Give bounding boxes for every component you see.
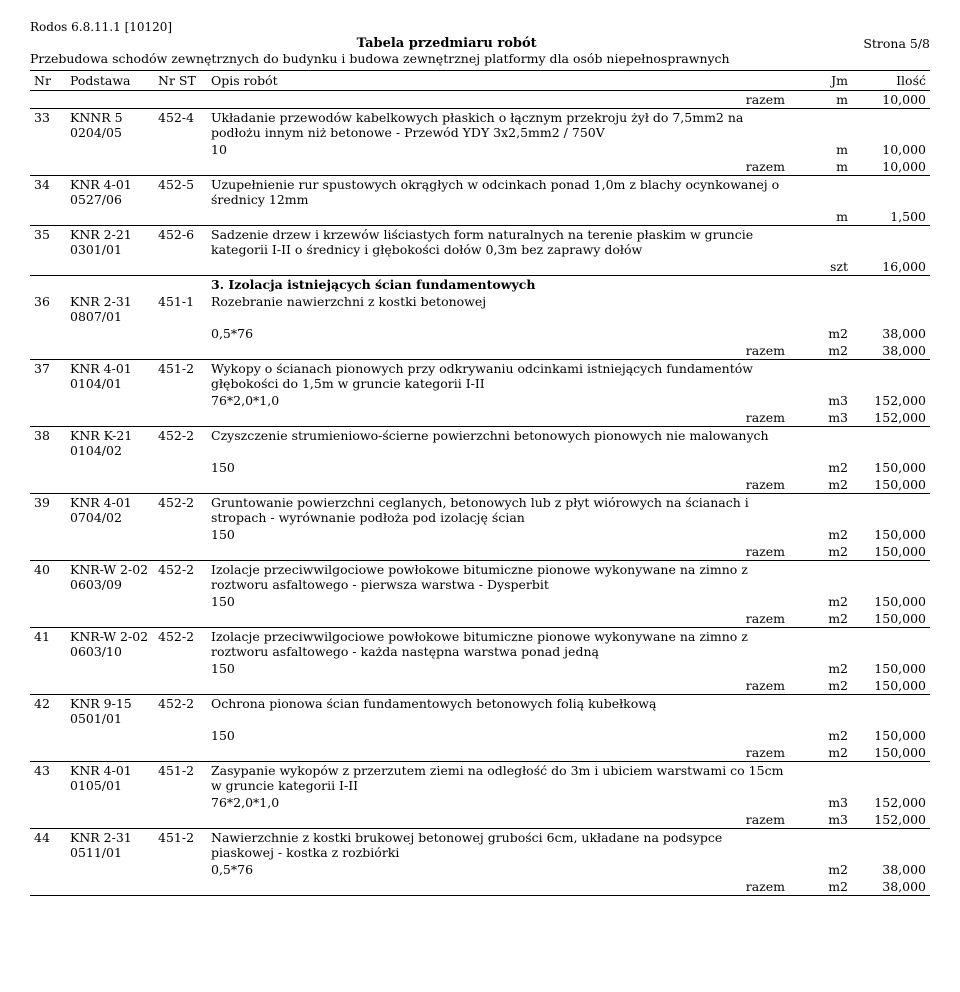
table-row: 33KNNR 50204/05452-4Układanie przewodów …	[30, 109, 930, 142]
col-nr: Nr	[30, 71, 66, 91]
col-opis: Opis robót	[207, 71, 789, 91]
table-row: 43KNR 4-010105/01451-2Zasypanie wykopów …	[30, 762, 930, 795]
table-row: razemm238,000	[30, 878, 930, 896]
table-row: 34KNR 4-010527/06452-5Uzupełnienie rur s…	[30, 176, 930, 209]
table-header-row: Nr Podstawa Nr ST Opis robót Jm Ilość	[30, 71, 930, 91]
document-subtitle: Przebudowa schodów zewnętrznych do budyn…	[30, 51, 930, 66]
table-row: razemm3152,000	[30, 409, 930, 427]
table-row: 38KNR K-210104/02452-2Czyszczenie strumi…	[30, 427, 930, 460]
table-row: 76*2,0*1,0m3152,000	[30, 392, 930, 409]
table-row: 150m2150,000	[30, 660, 930, 677]
table-row: razemm10,000	[30, 158, 930, 176]
table-row: szt16,000	[30, 258, 930, 276]
table-row: m1,500	[30, 208, 930, 226]
table-row: 35KNR 2-210301/01452-6Sadzenie drzew i k…	[30, 226, 930, 259]
measurement-table: Nr Podstawa Nr ST Opis robót Jm Ilość ra…	[30, 70, 930, 896]
table-row: 36KNR 2-310807/01451-1Rozebranie nawierz…	[30, 293, 930, 325]
table-row: 150m2150,000	[30, 727, 930, 744]
table-row: 10m10,000	[30, 141, 930, 158]
table-row: 150m2150,000	[30, 593, 930, 610]
table-row: 42KNR 9-150501/01452-2Ochrona pionowa śc…	[30, 695, 930, 728]
table-row: razemm2150,000	[30, 543, 930, 561]
table-row: 3. Izolacja istniejących ścian fundament…	[30, 276, 930, 294]
table-row: 150m2150,000	[30, 459, 930, 476]
col-st: Nr ST	[154, 71, 207, 91]
table-row: razemm3152,000	[30, 811, 930, 829]
col-ilosc: Ilość	[852, 71, 930, 91]
table-row: razemm2150,000	[30, 610, 930, 628]
table-row: razemm238,000	[30, 342, 930, 360]
table-row: 44KNR 2-310511/01451-2Nawierzchnie z kos…	[30, 829, 930, 862]
table-row: 40KNR-W 2-020603/09452-2Izolacje przeciw…	[30, 561, 930, 594]
document-title: Tabela przedmiaru robót	[30, 36, 930, 51]
page-number: Strona 5/8	[863, 36, 930, 51]
table-row: 39KNR 4-010704/02452-2Gruntowanie powier…	[30, 494, 930, 527]
table-row: razemm2150,000	[30, 476, 930, 494]
table-row: razemm2150,000	[30, 744, 930, 762]
table-row: 37KNR 4-010104/01451-2Wykopy o ścianach …	[30, 360, 930, 393]
col-podstawa: Podstawa	[66, 71, 154, 91]
table-row: 41KNR-W 2-020603/10452-2Izolacje przeciw…	[30, 628, 930, 661]
col-jm: Jm	[789, 71, 852, 91]
table-row: razemm2150,000	[30, 677, 930, 695]
header-code: Rodos 6.8.11.1 [10120]	[30, 20, 930, 34]
table-row: 150m2150,000	[30, 526, 930, 543]
table-row: 76*2,0*1,0m3152,000	[30, 794, 930, 811]
table-row: 0,5*76m238,000	[30, 861, 930, 878]
table-row: razemm10,000	[30, 91, 930, 109]
table-row: 0,5*76m238,000	[30, 325, 930, 342]
